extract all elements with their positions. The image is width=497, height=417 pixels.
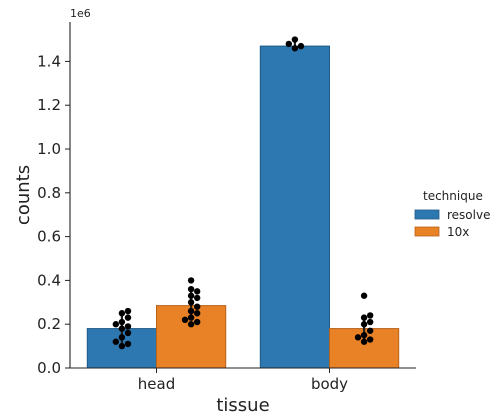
data-point-resolve-head xyxy=(112,338,120,345)
x-tick-label-head: head xyxy=(138,375,175,393)
legend-title: technique xyxy=(423,189,483,203)
data-point-resolve-head xyxy=(118,318,126,326)
data-point-10x-head xyxy=(187,299,195,306)
data-point-10x-body xyxy=(366,312,374,319)
data-point-resolve-body xyxy=(285,40,293,48)
data-point-resolve-body xyxy=(291,45,299,52)
y-tick-label: 1.2 xyxy=(37,96,61,114)
data-point-10x-head xyxy=(187,321,195,328)
data-point-10x-head xyxy=(193,318,201,326)
data-point-10x-head xyxy=(187,277,195,284)
legend: technique resolve 10x xyxy=(414,189,490,239)
axes-layer: 0.0 0.2 0.4 0.6 0.8 1.0 1.2 1.4 1e6 head body tissu… xyxy=(13,7,416,416)
data-point-10x-head xyxy=(193,288,201,295)
bar-resolve-body xyxy=(259,45,330,369)
data-point-resolve-head xyxy=(124,340,132,348)
data-point-10x-head xyxy=(181,316,189,324)
data-point-resolve-body xyxy=(297,42,305,50)
data-point-10x-head xyxy=(187,314,195,321)
data-point-10x-head xyxy=(187,292,195,299)
data-point-resolve-body xyxy=(291,36,299,43)
data-point-10x-head xyxy=(193,303,201,310)
y-tick-label: 0.6 xyxy=(37,228,61,246)
data-point-10x-body xyxy=(366,327,374,334)
data-point-resolve-head xyxy=(118,310,126,317)
y-tick-label: 0.4 xyxy=(37,271,61,289)
data-point-10x-head xyxy=(193,310,201,317)
data-point-10x-head xyxy=(187,307,195,315)
legend-swatch-10x xyxy=(414,226,440,237)
y-tick-label: 1.0 xyxy=(37,140,61,158)
swarm-points-layer xyxy=(112,36,374,350)
data-point-10x-body xyxy=(360,292,368,299)
data-point-10x-body xyxy=(360,331,368,339)
legend-label-10x: 10x xyxy=(447,225,469,239)
data-point-resolve-head xyxy=(118,334,126,341)
data-point-10x-body xyxy=(360,314,368,321)
data-point-10x-body xyxy=(366,318,374,326)
y-tick-label: 0.2 xyxy=(37,315,61,333)
data-point-10x-head xyxy=(187,285,195,293)
data-point-resolve-head xyxy=(118,325,126,332)
data-point-10x-body xyxy=(366,336,374,343)
data-point-10x-body xyxy=(360,321,368,328)
data-point-resolve-head xyxy=(124,323,132,330)
x-tick-label-body: body xyxy=(311,375,348,393)
y-offset-label: 1e6 xyxy=(70,7,91,20)
data-point-resolve-head xyxy=(118,342,126,350)
data-point-resolve-head xyxy=(112,321,120,328)
legend-swatch-resolve xyxy=(414,209,440,220)
bars-layer xyxy=(86,45,400,369)
y-tick-label: 1.4 xyxy=(37,52,61,70)
legend-label-resolve: resolve xyxy=(447,208,490,222)
data-point-resolve-head xyxy=(124,307,132,315)
y-axis-title: counts xyxy=(13,165,34,225)
y-tick-label: 0.8 xyxy=(37,184,61,202)
y-tick-label: 0.0 xyxy=(37,359,61,377)
data-point-10x-body xyxy=(354,334,362,341)
x-axis-title: tissue xyxy=(216,395,269,416)
data-point-resolve-head xyxy=(124,314,132,321)
data-point-resolve-head xyxy=(124,329,132,337)
data-point-10x-head xyxy=(193,294,201,302)
data-point-10x-body xyxy=(360,338,368,345)
